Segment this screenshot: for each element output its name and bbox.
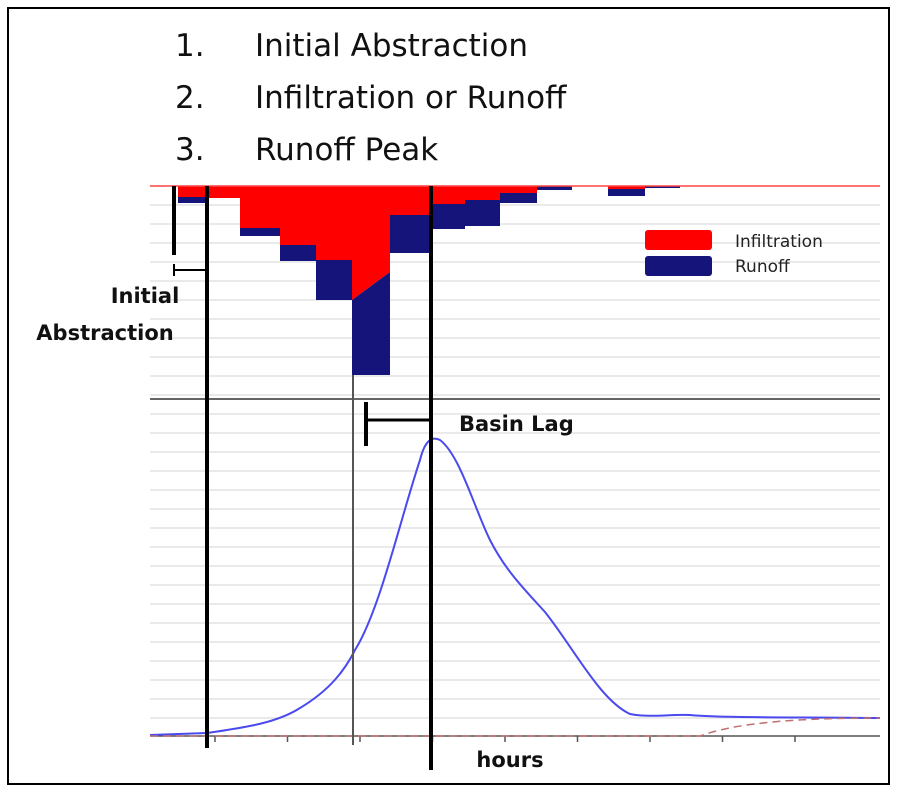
infiltration-bar	[500, 186, 537, 193]
infiltration-bar	[280, 186, 316, 245]
runoff-bar	[390, 215, 430, 253]
runoff-bar	[316, 260, 352, 300]
runoff-bar	[608, 189, 645, 196]
legend-label: Infiltration	[735, 232, 823, 252]
baseflow	[150, 717, 881, 737]
runoff-bar	[240, 228, 280, 236]
hydrograph	[149, 437, 881, 736]
legend-swatch	[645, 256, 712, 276]
infiltration-bar	[430, 186, 465, 204]
infiltration-bar	[316, 186, 352, 260]
list-text: Infiltration or Runoff	[255, 80, 567, 116]
runoff-bar	[178, 197, 205, 203]
annotation: Abstraction	[36, 321, 173, 345]
grid	[150, 204, 880, 719]
infiltration-bar	[352, 186, 390, 300]
x-axis-label: hours	[476, 748, 543, 772]
list-number: 2.	[175, 80, 205, 116]
runoff-bar	[280, 245, 316, 261]
infiltration-bar	[240, 186, 280, 228]
list-number: 3.	[175, 132, 205, 168]
infiltration-bar	[205, 186, 240, 198]
legend-swatch	[645, 230, 712, 250]
hyetograph	[178, 186, 680, 375]
list-text: Runoff Peak	[255, 132, 438, 168]
list-number: 1.	[175, 28, 205, 64]
frame	[7, 7, 890, 785]
runoff-bar	[430, 204, 465, 229]
runoff-bar	[465, 200, 500, 226]
annotation: Initial	[111, 284, 180, 308]
infiltration-bar	[390, 186, 430, 215]
legend-label: Runoff	[735, 257, 791, 277]
annotation: Basin Lag	[459, 412, 574, 436]
runoff-bar	[352, 272, 390, 375]
infiltration-bar	[178, 186, 205, 197]
runoff-bar	[537, 186, 572, 190]
list-text: Initial Abstraction	[255, 28, 528, 64]
infiltration-bar	[465, 186, 500, 200]
runoff-bar	[500, 193, 537, 203]
